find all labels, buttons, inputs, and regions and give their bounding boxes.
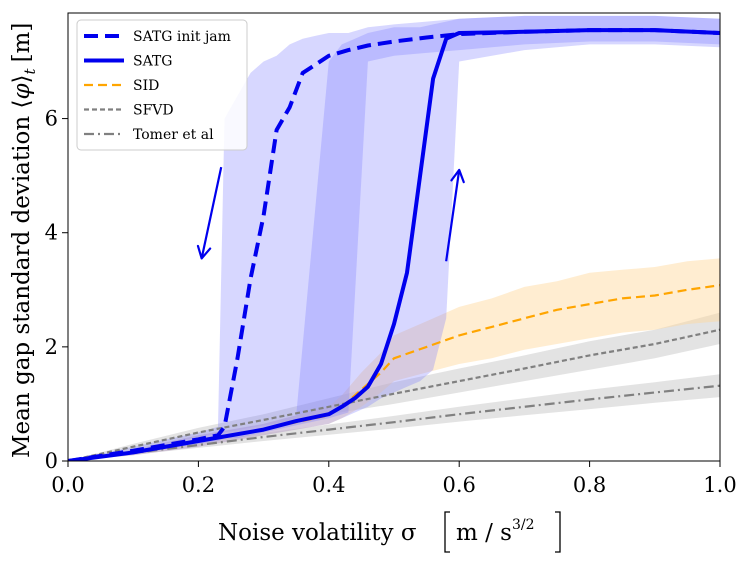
x-units-exponent: 3/2 bbox=[512, 517, 535, 533]
legend-label: SATG init jam bbox=[133, 29, 231, 45]
line-sfvd bbox=[68, 328, 720, 461]
arrow-down bbox=[196, 166, 223, 260]
y-label-sub: t bbox=[21, 67, 39, 74]
y-tick-label: 4 bbox=[45, 221, 58, 245]
y-axis-label: Mean gap standard deviation ⟨φ⟩t [m] bbox=[9, 23, 39, 458]
legend-item-tomer: Tomer et al bbox=[84, 127, 214, 143]
x-tick-label: 0.8 bbox=[573, 473, 606, 497]
x-units-prefix: m / s bbox=[456, 520, 512, 546]
arrows bbox=[196, 166, 465, 262]
x-tick-label: 1.0 bbox=[703, 473, 736, 497]
x-axis-label: Noise volatility σ bbox=[218, 520, 417, 546]
legend-label: SATG bbox=[133, 54, 172, 70]
y-label-main: Mean gap standard deviation ⟨ bbox=[9, 100, 35, 458]
y-label-units: [m] bbox=[9, 23, 35, 63]
y-label-close: ⟩ bbox=[9, 74, 35, 83]
legend-item-sfvd: SFVD bbox=[84, 103, 174, 119]
arrow-up bbox=[445, 168, 465, 262]
x-axis-ticks: 0.0 0.2 0.4 0.6 0.8 1.0 bbox=[51, 461, 737, 497]
legend-item-sid: SID bbox=[84, 78, 159, 94]
x-tick-label: 0.2 bbox=[182, 473, 215, 497]
y-tick-label: 0 bbox=[45, 449, 58, 473]
legend: SATG init jam SATG SID SFVD Tomer et al bbox=[76, 19, 248, 151]
legend-item-satg: SATG bbox=[84, 54, 172, 70]
band-sfvd bbox=[68, 312, 720, 461]
line-tomer bbox=[68, 384, 720, 461]
y-tick-label: 2 bbox=[45, 335, 58, 359]
y-label-phi: φ bbox=[9, 83, 35, 100]
band-tomer bbox=[68, 374, 720, 461]
legend-label: SFVD bbox=[133, 103, 174, 119]
x-axis-units: m / s3/2 bbox=[444, 511, 561, 553]
x-tick-label: 0.0 bbox=[51, 473, 84, 497]
x-axis-label-text: Noise volatility σ bbox=[218, 520, 417, 546]
plot-frame bbox=[67, 12, 721, 462]
svg-text:m / s3/2: m / s3/2 bbox=[456, 517, 535, 546]
legend-item-satg_init: SATG init jam bbox=[84, 29, 231, 45]
x-tick-label: 0.6 bbox=[442, 473, 475, 497]
units-bracket-right bbox=[555, 511, 561, 553]
legend-label: Tomer et al bbox=[133, 127, 214, 143]
x-tick-label: 0.4 bbox=[312, 473, 345, 497]
y-axis-ticks: 0 2 4 6 bbox=[45, 107, 68, 473]
units-bracket-left bbox=[444, 511, 450, 553]
legend-box bbox=[76, 19, 248, 151]
legend-label: SID bbox=[133, 78, 159, 94]
line-satg_init bbox=[68, 28, 720, 461]
band-satg bbox=[68, 15, 720, 461]
series-lines bbox=[68, 28, 720, 461]
y-tick-label: 6 bbox=[45, 107, 58, 131]
